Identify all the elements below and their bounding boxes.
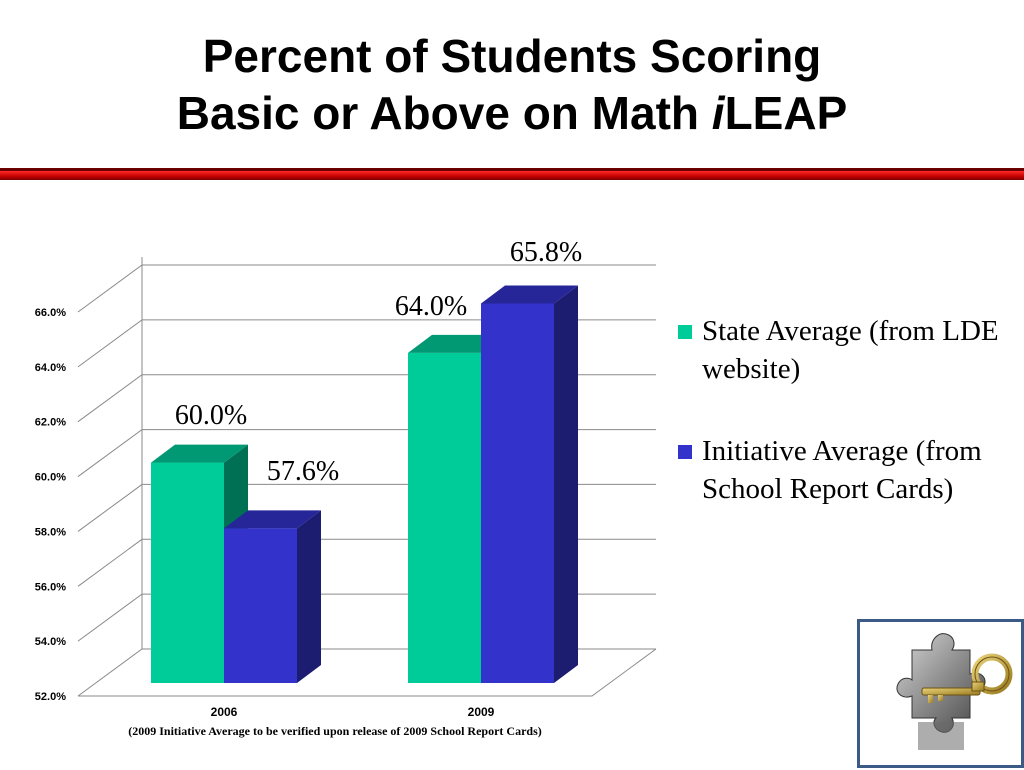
x-tick-label: 2009 (468, 705, 495, 719)
bar-top (151, 444, 248, 463)
bar-top (224, 510, 321, 529)
chart-labels: 52.0% 54.0% 56.0% 58.0% 60.0% 62.0% 64.0% 66.0%… (35, 237, 582, 719)
y-tick-label: 60.0% (35, 472, 66, 484)
bar (151, 462, 224, 683)
title-divider (0, 171, 1024, 180)
y-tick-label: 54.0% (35, 636, 66, 648)
legend-item-initiative: Initiative Average (from School Report C… (678, 432, 1008, 508)
slide-title: Percent of Students Scoring Basic or Abo… (0, 28, 1024, 142)
bar (481, 303, 554, 683)
data-label: 57.6% (267, 456, 339, 487)
bar-top (408, 334, 505, 353)
bar (224, 528, 297, 683)
bar (408, 352, 481, 683)
floor-edge (78, 648, 657, 697)
legend-item-state: State Average (from LDE website) (678, 312, 1008, 388)
legend-label-state: State Average (from LDE website) (702, 315, 999, 385)
legend-swatch-state (678, 325, 692, 339)
title-italic-i: i (711, 87, 725, 139)
data-label: 60.0% (175, 400, 247, 431)
title-divider-shadow (0, 168, 1024, 171)
bar-side (554, 285, 578, 683)
data-label: 65.8% (510, 237, 582, 268)
x-tick-label: 2006 (211, 705, 238, 719)
bar-top (481, 285, 578, 304)
chart-axes (78, 257, 657, 697)
title-line-2-suffix: LEAP (724, 87, 848, 139)
data-label: 64.0% (395, 291, 467, 322)
chart-bars (151, 285, 578, 683)
y-tick-label: 52.0% (35, 691, 66, 703)
y-tick-label: 58.0% (35, 526, 66, 538)
chart-legend: State Average (from LDE website) Initiat… (678, 312, 1008, 552)
title-line-1: Percent of Students Scoring (202, 30, 822, 82)
y-tick-label: 64.0% (35, 362, 66, 374)
y-tick-label: 56.0% (35, 581, 66, 593)
puzzle-key-icon (857, 619, 1024, 768)
y-tick-label: 62.0% (35, 417, 66, 429)
legend-label-initiative: Initiative Average (from School Report C… (702, 435, 982, 505)
title-line-2: Basic or Above on Math iLEAP (0, 85, 1024, 142)
title-line-2-prefix: Basic or Above on Math (176, 87, 712, 139)
bar-side (297, 510, 321, 683)
legend-swatch-initiative (678, 445, 692, 459)
chart-footnote: (2009 Initiative Average to be verified … (128, 724, 542, 738)
y-tick-label: 66.0% (35, 307, 66, 319)
